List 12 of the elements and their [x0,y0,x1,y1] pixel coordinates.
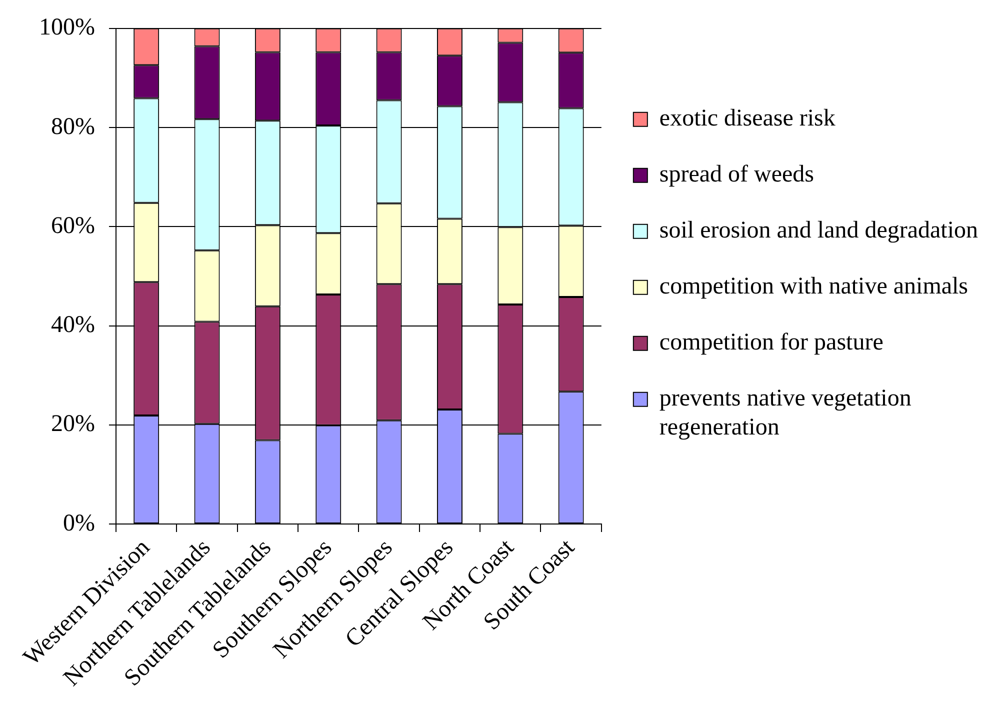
y-tick-label: 100% [39,14,95,41]
legend-label: exotic disease risk [659,106,836,132]
legend-label: spread of weeds [659,162,814,188]
legend-label: soil erosion and land degradation [659,218,978,244]
y-tick-label: 0% [63,510,95,536]
y-tick-label: 80% [51,114,95,140]
y-tick-label: 20% [51,411,95,438]
legend-label: competition with native animals [659,274,968,300]
y-tick-label: 60% [51,212,95,239]
legend-label: prevents native vegetation regeneration [659,386,912,440]
legend-label: competition for pasture [659,330,884,356]
y-tick-label: 40% [51,312,95,338]
